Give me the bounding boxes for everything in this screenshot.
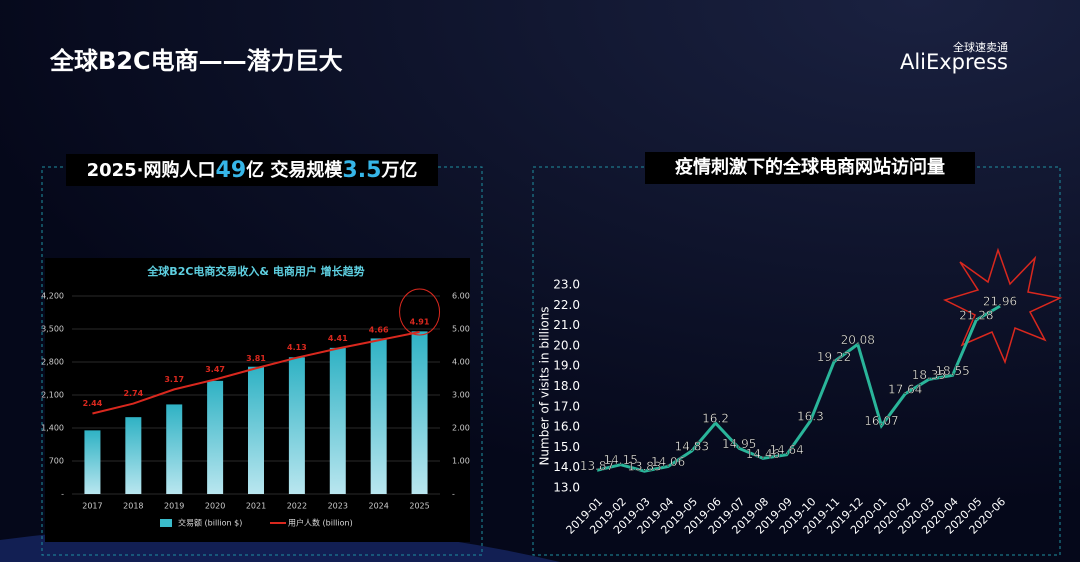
y-tick-label: - — [61, 490, 64, 499]
y-tick-label: 16.0 — [553, 420, 580, 434]
y-tick-label: 23.0 — [553, 278, 580, 292]
y2-tick-label: 4.00 — [452, 358, 470, 367]
data-label: 18.55 — [935, 364, 969, 378]
data-label: 4.66 — [369, 326, 389, 335]
data-label: 13.83 — [627, 460, 661, 474]
data-label: 3.47 — [205, 365, 225, 374]
y-tick-label: 3,500 — [41, 325, 64, 334]
data-label: 17.64 — [888, 382, 922, 396]
data-label: 19.22 — [817, 350, 851, 364]
panel-header-bg — [645, 152, 975, 184]
x-tick-label: 2022 — [287, 502, 307, 511]
header-highlight: 3.5 — [342, 158, 381, 183]
panel-header: 2025·网购人口49亿 交易规模3.5万亿 — [87, 158, 418, 183]
y-tick-label: 14.0 — [553, 460, 580, 474]
data-label: 14.83 — [675, 439, 709, 453]
y2-tick-label: - — [452, 490, 455, 499]
y2-tick-label: 5.00 — [452, 325, 470, 334]
data-label: 2.74 — [123, 389, 143, 398]
panel-header-bg — [66, 154, 438, 186]
panel-header: 疫情刺激下的全球电商网站访问量 — [675, 156, 945, 178]
data-label: 21.28 — [959, 308, 993, 322]
data-label: 4.41 — [328, 334, 348, 343]
data-label: 3.81 — [246, 354, 266, 363]
x-tick-label: 2017 — [82, 502, 102, 511]
data-label: 4.13 — [287, 343, 307, 352]
bar — [370, 338, 387, 494]
y2-tick-label: 3.00 — [452, 391, 470, 400]
y-tick-label: 15.0 — [553, 440, 580, 454]
bar — [329, 347, 346, 494]
starburst-decor — [942, 247, 1063, 365]
data-label: 14.95 — [722, 437, 756, 451]
legend-label: 交易额 (billion $) — [178, 518, 242, 528]
y-tick-label: 19.0 — [553, 359, 580, 373]
bar — [125, 417, 142, 494]
header-text: 万亿 — [380, 159, 417, 181]
data-label: 14.64 — [769, 443, 803, 457]
line-series — [92, 330, 420, 415]
data-label: 3.17 — [164, 375, 184, 384]
x-tick-label: 2025 — [409, 502, 429, 511]
header-highlight: 49 — [216, 158, 247, 183]
y-tick-label: 17.0 — [553, 399, 580, 413]
header-text: 2025·网购人口 — [87, 159, 216, 181]
chart-title: 全球B2C电商交易收入& 电商用户 增长趋势 — [146, 264, 364, 278]
panel-frame — [532, 166, 1061, 556]
highlight-circle — [399, 288, 441, 336]
data-label: 14.15 — [604, 453, 638, 467]
y-tick-label: 4,200 — [41, 292, 64, 301]
data-label: 21.96 — [983, 295, 1017, 309]
data-label: 20.08 — [841, 333, 875, 347]
y-tick-label: 2,100 — [41, 391, 64, 400]
y-tick-label: 21.0 — [553, 318, 580, 332]
y2-tick-label: 1.00 — [452, 457, 470, 466]
y-axis-label: Number of visits in billions — [538, 306, 552, 465]
x-tick-label: 2019 — [164, 502, 184, 511]
bar — [84, 430, 101, 494]
x-tick-label: 2021 — [246, 502, 266, 511]
y-tick-label: 22.0 — [553, 298, 580, 312]
line-series — [596, 304, 1001, 473]
y-tick-label: 2,800 — [41, 358, 64, 367]
header-text: 亿 交易规模 — [246, 159, 343, 181]
bar — [411, 331, 428, 494]
y-tick-label: 13.0 — [553, 481, 580, 495]
brand-logo: AliExpress — [900, 50, 1008, 74]
y-tick-label: 1,400 — [41, 424, 64, 433]
x-tick-label: 2024 — [368, 502, 388, 511]
brand-subtitle: 全球速卖通 — [953, 40, 1008, 54]
legend-swatch — [160, 519, 172, 527]
bar — [207, 380, 224, 494]
bar — [166, 404, 183, 494]
bar — [288, 357, 305, 494]
bar — [248, 366, 264, 494]
y-tick-label: 700 — [49, 457, 64, 466]
data-label: 14.06 — [651, 455, 685, 469]
y-tick-label: 20.0 — [553, 338, 580, 352]
data-label: 18.35 — [912, 368, 946, 382]
x-tick-label: 2018 — [123, 502, 143, 511]
data-label: 14.46 — [746, 447, 780, 461]
data-label: 4.91 — [410, 317, 430, 326]
data-label: 16.3 — [797, 410, 824, 424]
data-label: 16.2 — [702, 412, 729, 426]
data-label: 13.87 — [580, 459, 614, 473]
data-label: 16.07 — [864, 414, 898, 428]
y2-tick-label: 2.00 — [452, 424, 470, 433]
y-tick-label: 18.0 — [553, 379, 580, 393]
slide-title: 全球B2C电商——潜力巨大 — [49, 47, 343, 75]
x-tick-label: 2023 — [328, 502, 348, 511]
y2-tick-label: 6.00 — [452, 292, 470, 301]
data-label: 2.44 — [83, 399, 103, 408]
x-tick-label: 2020 — [205, 502, 225, 511]
legend-label: 用户人数 (billion) — [288, 518, 353, 528]
